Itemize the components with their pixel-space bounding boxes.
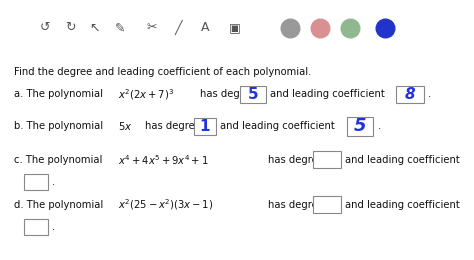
Text: has degree: has degree xyxy=(200,89,256,99)
Text: c. The polynomial: c. The polynomial xyxy=(14,155,106,165)
Text: and leading coefficient: and leading coefficient xyxy=(345,200,460,210)
Text: $5x$: $5x$ xyxy=(118,120,132,133)
Point xyxy=(286,26,294,30)
Text: .: . xyxy=(428,89,431,99)
FancyBboxPatch shape xyxy=(347,118,373,135)
Text: and leading coefficient: and leading coefficient xyxy=(345,155,460,165)
Text: b. The polynomial: b. The polynomial xyxy=(14,121,106,132)
FancyBboxPatch shape xyxy=(396,86,424,103)
FancyBboxPatch shape xyxy=(313,196,341,213)
Text: ✂: ✂ xyxy=(147,21,157,34)
Text: $x^{2}(25-x^{2})(3x-1)$: $x^{2}(25-x^{2})(3x-1)$ xyxy=(118,197,213,212)
Text: ✎: ✎ xyxy=(115,21,125,34)
Text: ╱: ╱ xyxy=(174,20,182,35)
Text: .: . xyxy=(52,177,55,187)
Text: $x^{4} + 4x^{5} + 9x^{4} + 1$: $x^{4} + 4x^{5} + 9x^{4} + 1$ xyxy=(118,153,209,166)
Text: .: . xyxy=(378,121,381,132)
Text: ↻: ↻ xyxy=(65,21,75,34)
FancyBboxPatch shape xyxy=(240,86,266,103)
Text: d. The polynomial: d. The polynomial xyxy=(14,200,106,210)
FancyBboxPatch shape xyxy=(24,219,48,235)
Text: and leading coefficient: and leading coefficient xyxy=(270,89,385,99)
Text: 5: 5 xyxy=(354,118,366,135)
Text: a. The polynomial: a. The polynomial xyxy=(14,89,106,99)
Text: $x^{2}(2x + 7)^{3}$: $x^{2}(2x + 7)^{3}$ xyxy=(118,87,174,102)
Point xyxy=(346,26,354,30)
FancyBboxPatch shape xyxy=(24,174,48,190)
Text: has degree: has degree xyxy=(268,200,324,210)
Text: and leading coefficient: and leading coefficient xyxy=(220,121,335,132)
Text: ▣: ▣ xyxy=(229,21,241,34)
Text: Find the degree and leading coefficient of each polynomial.: Find the degree and leading coefficient … xyxy=(14,67,311,77)
Point xyxy=(316,26,324,30)
Text: A: A xyxy=(201,21,209,34)
Text: has degree: has degree xyxy=(145,121,201,132)
Point xyxy=(381,26,389,30)
Text: ↺: ↺ xyxy=(40,21,50,34)
Text: .: . xyxy=(52,222,55,232)
Text: 5: 5 xyxy=(248,87,258,102)
FancyBboxPatch shape xyxy=(313,151,341,168)
FancyBboxPatch shape xyxy=(194,118,216,135)
Text: 1: 1 xyxy=(200,119,210,134)
Text: 8: 8 xyxy=(405,87,415,102)
Text: has degree: has degree xyxy=(268,155,324,165)
Text: ↖: ↖ xyxy=(90,21,100,34)
